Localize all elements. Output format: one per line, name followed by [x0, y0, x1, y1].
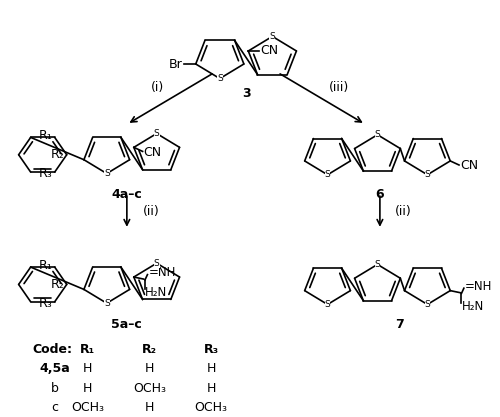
Text: R₁: R₁	[80, 343, 96, 356]
Text: (ii): (ii)	[395, 205, 411, 218]
Text: (ii): (ii)	[143, 205, 160, 218]
Text: OCH₃: OCH₃	[133, 382, 166, 394]
Text: H₂N: H₂N	[145, 286, 168, 299]
Text: H₂N: H₂N	[462, 299, 483, 312]
Text: H: H	[83, 362, 92, 375]
Text: Code:: Code:	[32, 343, 72, 356]
Text: R₁: R₁	[38, 259, 52, 272]
Text: R₁: R₁	[38, 129, 52, 142]
Text: Br: Br	[169, 58, 182, 70]
Text: S: S	[374, 130, 380, 139]
Text: S: S	[104, 169, 110, 178]
Text: S: S	[424, 300, 430, 309]
Text: b: b	[50, 382, 58, 394]
Text: R₂: R₂	[50, 278, 64, 291]
Text: OCH₃: OCH₃	[194, 401, 228, 414]
Text: R₃: R₃	[38, 297, 52, 310]
Text: S: S	[270, 32, 275, 41]
Text: (iii): (iii)	[328, 81, 348, 94]
Text: 7: 7	[395, 318, 404, 331]
Text: S: S	[374, 260, 380, 269]
Text: R₃: R₃	[204, 343, 218, 356]
Text: c: c	[51, 401, 58, 414]
Text: (i): (i)	[151, 81, 164, 94]
Text: R₃: R₃	[38, 167, 52, 180]
Text: 4a–c: 4a–c	[112, 188, 142, 201]
Text: 6: 6	[376, 188, 384, 201]
Text: 5a–c: 5a–c	[112, 318, 142, 331]
Text: R₂: R₂	[50, 148, 64, 161]
Text: H: H	[83, 382, 92, 394]
Text: H: H	[206, 362, 216, 375]
Text: H: H	[145, 401, 154, 414]
Text: H: H	[206, 382, 216, 394]
Text: CN: CN	[144, 146, 162, 159]
Text: S: S	[217, 74, 222, 83]
Text: CN: CN	[260, 45, 278, 58]
Text: S: S	[154, 259, 160, 268]
Text: S: S	[324, 300, 330, 309]
Text: CN: CN	[460, 159, 478, 172]
Text: S: S	[324, 170, 330, 179]
Text: S: S	[424, 170, 430, 179]
Text: 3: 3	[242, 88, 250, 100]
Text: =NH: =NH	[148, 266, 176, 279]
Text: OCH₃: OCH₃	[72, 401, 104, 414]
Text: S: S	[104, 299, 110, 308]
Text: =NH: =NH	[465, 280, 492, 293]
Text: S: S	[154, 129, 160, 138]
Text: 4,5a: 4,5a	[39, 362, 70, 375]
Text: R₂: R₂	[142, 343, 157, 356]
Text: H: H	[145, 362, 154, 375]
